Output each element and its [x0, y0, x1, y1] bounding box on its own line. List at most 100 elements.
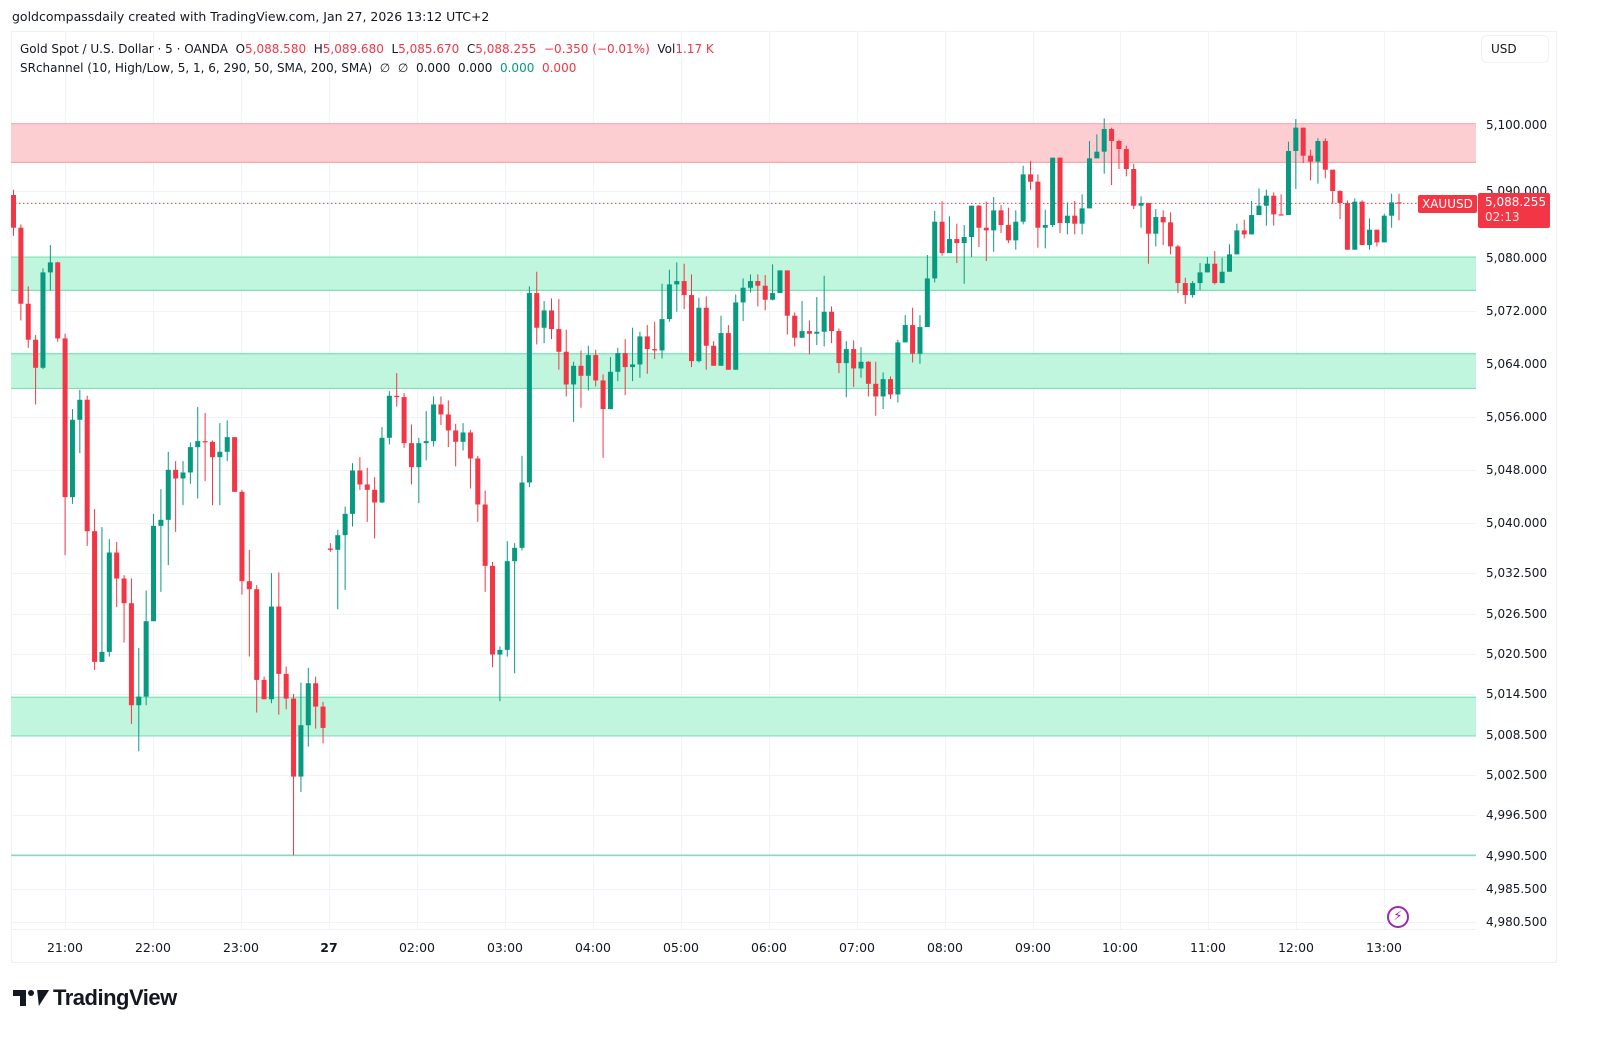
candle — [615, 347, 621, 382]
candle — [770, 264, 776, 301]
candle — [512, 543, 518, 674]
price-tick-label: 5,064.000 — [1486, 357, 1548, 371]
candlestick-chart[interactable] — [11, 31, 1476, 929]
candle — [40, 268, 46, 370]
candle — [946, 216, 952, 254]
candle — [711, 341, 717, 366]
price-axis[interactable]: 5,100.000 5,090.000 5,080.000 5,072.000 5,06… — [1476, 31, 1557, 929]
legend-symbol-row[interactable]: Gold Spot / U.S. Dollar · 5 · OANDA O5,0… — [20, 40, 714, 59]
candle — [571, 361, 577, 422]
chart-plot-area[interactable] — [11, 31, 1476, 929]
candle — [652, 321, 658, 360]
price-tick-label: 5,020.500 — [1486, 647, 1548, 661]
indicator-value-4: 0.000 — [541, 61, 577, 75]
candle — [47, 245, 53, 291]
candle — [1086, 141, 1092, 209]
candle — [666, 269, 672, 322]
candle — [55, 261, 61, 342]
change-value: −0.350 (−0.01%) — [544, 42, 650, 56]
candle — [416, 437, 422, 504]
candle — [858, 347, 864, 378]
candle — [482, 490, 488, 592]
candle — [1389, 193, 1395, 228]
candle — [431, 396, 437, 447]
time-tick-label: 06:00 — [750, 940, 788, 955]
candle — [1064, 202, 1070, 235]
candle — [1271, 192, 1277, 226]
candle — [1197, 263, 1203, 291]
candle — [1013, 210, 1019, 250]
candle — [268, 573, 274, 704]
candle — [1094, 134, 1100, 159]
candle — [475, 455, 481, 522]
indicator-value-3: 0.000 — [499, 61, 535, 75]
candle — [1028, 161, 1034, 190]
lightning-alert-icon[interactable]: ⚡ — [1387, 906, 1409, 928]
candle — [291, 693, 297, 856]
candle — [954, 223, 960, 264]
time-tick-label: 07:00 — [838, 940, 876, 955]
tradingview-logo: TradingView — [13, 985, 177, 1011]
candle — [187, 442, 193, 484]
time-tick-label: 04:00 — [574, 940, 612, 955]
open-value: 5,088.580 — [245, 42, 307, 56]
candle — [799, 301, 805, 338]
candle — [386, 391, 392, 445]
price-tick-label: 5,100.000 — [1486, 118, 1548, 132]
candle — [33, 335, 39, 405]
candle — [563, 329, 569, 397]
candle — [622, 339, 628, 396]
candle — [504, 541, 510, 657]
candle — [983, 201, 989, 262]
candle — [1381, 213, 1387, 243]
candle — [239, 489, 245, 595]
currency-button[interactable]: USD — [1481, 35, 1549, 63]
chart-frame — [11, 31, 1557, 963]
candle — [644, 325, 650, 374]
candle — [283, 666, 289, 710]
time-axis[interactable]: 21:00 22:00 23:00 27 02:00 03:00 04:00 05:00 06:… — [11, 929, 1476, 963]
candle — [394, 373, 400, 407]
last-price-value: 5,088.255 — [1485, 195, 1547, 209]
candle — [718, 315, 724, 366]
candle — [1212, 251, 1218, 285]
candle — [1035, 174, 1041, 248]
candle — [1057, 157, 1063, 234]
candle — [254, 585, 260, 713]
candle — [143, 590, 149, 706]
candle — [349, 463, 356, 527]
price-tick-label: 5,048.000 — [1486, 463, 1548, 477]
candle — [1293, 118, 1299, 190]
candle — [320, 701, 326, 744]
candle — [659, 283, 665, 359]
time-tick-label: 23:00 — [222, 940, 260, 955]
candle — [932, 211, 938, 283]
candle — [585, 345, 591, 391]
candle — [276, 572, 282, 715]
candle — [298, 682, 304, 792]
candle — [991, 197, 997, 252]
candle — [578, 350, 584, 408]
legend-indicator-row[interactable]: SRchannel (10, High/Low, 5, 1, 6, 290, 5… — [20, 59, 714, 78]
candle — [1182, 277, 1188, 304]
price-tick-label: 5,032.500 — [1486, 566, 1548, 580]
candle — [681, 263, 687, 310]
candle — [1226, 244, 1233, 272]
candle — [843, 341, 849, 398]
candle — [1175, 245, 1181, 294]
legend-symbol[interactable]: Gold Spot / U.S. Dollar · 5 · OANDA — [20, 42, 228, 56]
candle — [77, 389, 83, 454]
candle — [976, 205, 982, 248]
indicator-name[interactable]: SRchannel (10, High/Low, 5, 1, 6, 290, 5… — [20, 61, 373, 75]
candle — [733, 294, 739, 370]
time-tick-label: 09:00 — [1014, 940, 1052, 955]
candle — [445, 400, 451, 448]
candle — [1300, 127, 1306, 164]
close-value: 5,088.255 — [475, 42, 537, 56]
tradingview-logo-icon — [13, 988, 50, 1008]
price-tick-label: 5,056.000 — [1486, 410, 1548, 424]
candle — [1367, 218, 1373, 250]
candle — [1101, 118, 1107, 174]
candle — [114, 541, 120, 608]
chart-legend: Gold Spot / U.S. Dollar · 5 · OANDA O5,0… — [20, 40, 714, 78]
